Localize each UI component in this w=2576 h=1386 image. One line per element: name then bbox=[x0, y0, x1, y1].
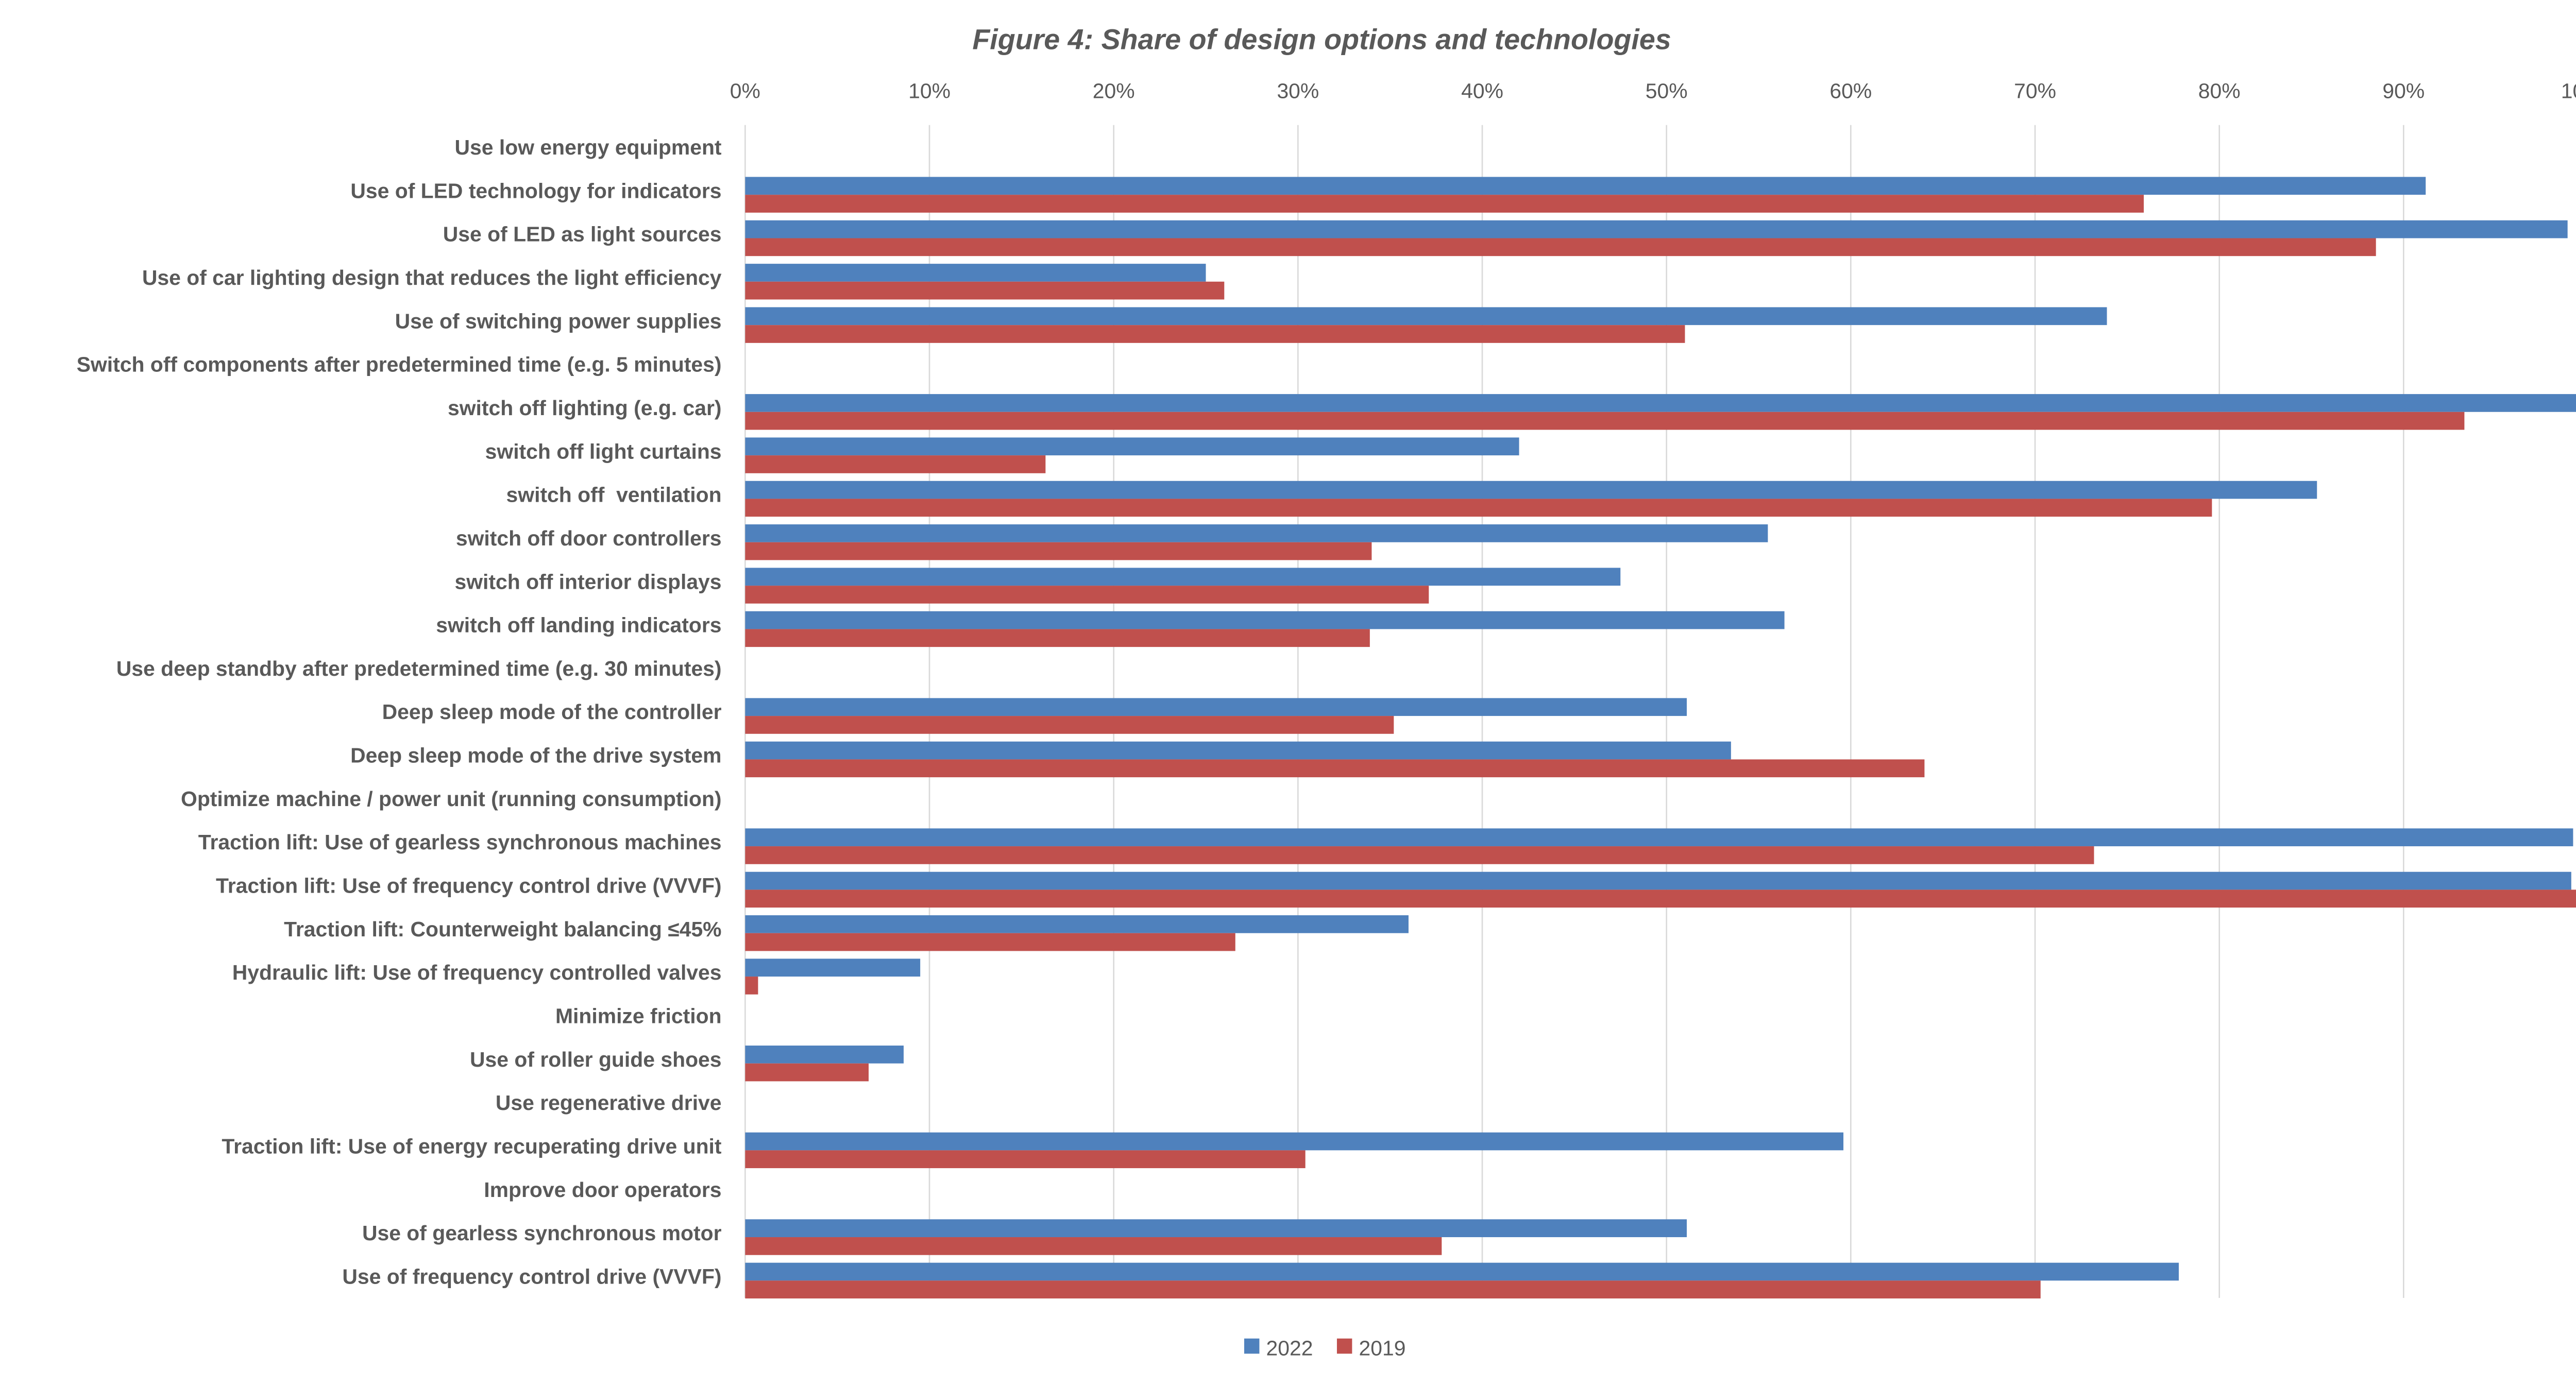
category-label: Use of frequency control drive (VVVF) bbox=[342, 1265, 721, 1289]
category-label: Use of LED as light sources bbox=[443, 223, 722, 246]
category-label: Use of car lighting design that reduces … bbox=[142, 266, 722, 289]
bar-2019 bbox=[745, 1237, 1442, 1255]
bar-2019 bbox=[745, 455, 1046, 473]
bar-2022 bbox=[745, 307, 2107, 326]
category-label: Use of roller guide shoes bbox=[470, 1048, 722, 1071]
bar-2022 bbox=[745, 871, 2571, 890]
bar-2019 bbox=[745, 325, 1685, 343]
x-tick-label: 20% bbox=[1093, 79, 1135, 102]
bar-2022 bbox=[745, 698, 1687, 716]
bars bbox=[745, 177, 2576, 1299]
x-tick-label: 100% bbox=[2561, 79, 2576, 102]
bar-2022 bbox=[745, 1046, 904, 1064]
bar-2019 bbox=[745, 195, 2144, 213]
category-labels: Use low energy equipment Use of LED techn… bbox=[77, 135, 722, 1289]
legend-swatch-2019 bbox=[1336, 1338, 1352, 1354]
bar-2019 bbox=[745, 499, 2212, 517]
bar-2019 bbox=[745, 586, 1429, 604]
category-label: Use of gearless synchronous motor bbox=[362, 1221, 722, 1245]
bar-2022 bbox=[745, 524, 1768, 542]
bar-2019 bbox=[745, 238, 2376, 256]
category-label: Improve door operators bbox=[484, 1178, 721, 1202]
chart-title: Figure 4: Share of design options and te… bbox=[972, 23, 1671, 55]
x-tick-label: 0% bbox=[730, 79, 760, 102]
bar-2019 bbox=[745, 889, 2576, 908]
legend-swatch-2022 bbox=[1244, 1338, 1260, 1354]
category-label: switch off ventilation bbox=[506, 483, 722, 507]
bar-2022 bbox=[745, 264, 1206, 282]
category-label: Deep sleep mode of the controller bbox=[382, 700, 722, 724]
category-label: Use of LED technology for indicators bbox=[350, 179, 721, 202]
bar-2019 bbox=[745, 1063, 869, 1082]
category-label: Traction lift: Use of energy recuperatin… bbox=[222, 1135, 722, 1158]
x-tick-label: 30% bbox=[1277, 79, 1319, 102]
bar-2022 bbox=[745, 177, 2426, 195]
legend: 2022 2019 bbox=[1244, 1337, 1405, 1360]
x-tick-label: 40% bbox=[1461, 79, 1503, 102]
category-label: switch off interior displays bbox=[455, 570, 722, 593]
x-tick-label: 70% bbox=[2014, 79, 2056, 102]
bar-2019 bbox=[745, 629, 1370, 647]
legend-label-2022: 2022 bbox=[1266, 1337, 1313, 1360]
bar-2022 bbox=[745, 568, 1621, 586]
bar-2022 bbox=[745, 1132, 1844, 1151]
category-label: Use regenerative drive bbox=[496, 1091, 722, 1115]
bar-2019 bbox=[745, 542, 1372, 560]
category-label: Switch off components after predetermine… bbox=[77, 353, 722, 377]
category-label: switch off landing indicators bbox=[436, 613, 721, 637]
category-label: Minimize friction bbox=[555, 1004, 722, 1028]
category-label: Use deep standby after predetermined tim… bbox=[116, 657, 722, 680]
category-label: Traction lift: Use of gearless synchrono… bbox=[198, 830, 722, 854]
bar-2022 bbox=[745, 481, 2317, 499]
bar-2022 bbox=[745, 1262, 2179, 1281]
bar-2019 bbox=[745, 412, 2465, 430]
category-label: Use of switching power supplies bbox=[395, 309, 722, 333]
x-tick-label: 80% bbox=[2198, 79, 2241, 102]
bar-2019 bbox=[745, 846, 2094, 864]
x-tick-label: 90% bbox=[2382, 79, 2425, 102]
category-label: switch off lighting (e.g. car) bbox=[448, 396, 722, 420]
bar-2019 bbox=[745, 1150, 1306, 1169]
bar-2019 bbox=[745, 977, 758, 995]
bar-2022 bbox=[745, 915, 1409, 933]
bar-2019 bbox=[745, 759, 1925, 778]
bar-2022 bbox=[745, 1219, 1687, 1238]
bar-2019 bbox=[745, 1280, 2041, 1299]
bar-2022 bbox=[745, 959, 921, 977]
x-tick-label: 50% bbox=[1646, 79, 1688, 102]
x-tick-label: 10% bbox=[908, 79, 951, 102]
category-label: Use low energy equipment bbox=[454, 135, 721, 159]
bar-2022 bbox=[745, 437, 1519, 456]
legend-label-2019: 2019 bbox=[1359, 1337, 1405, 1360]
category-label: Traction lift: Counterweight balancing ≤… bbox=[284, 917, 721, 941]
category-label: switch off door controllers bbox=[456, 526, 722, 550]
category-label: Deep sleep mode of the drive system bbox=[350, 744, 721, 767]
bar-2022 bbox=[745, 741, 1731, 760]
bar-2022 bbox=[745, 220, 2568, 238]
category-label: Optimize machine / power unit (running c… bbox=[181, 787, 722, 811]
bar-2019 bbox=[745, 933, 1235, 951]
category-label: switch off light curtains bbox=[485, 439, 722, 463]
bar-2022 bbox=[745, 394, 2576, 412]
category-label: Traction lift: Use of frequency control … bbox=[216, 874, 722, 898]
bar-2019 bbox=[745, 716, 1394, 734]
bar-2022 bbox=[745, 828, 2573, 847]
category-label: Hydraulic lift: Use of frequency control… bbox=[232, 961, 722, 984]
bar-2019 bbox=[745, 281, 1225, 300]
x-tick-labels: 0% 10% 20% 30% 40% 50% 60% 70% 80% 90% 100% bbox=[730, 79, 2576, 102]
bar-2022 bbox=[745, 611, 1785, 629]
x-tick-label: 60% bbox=[1829, 79, 1872, 102]
